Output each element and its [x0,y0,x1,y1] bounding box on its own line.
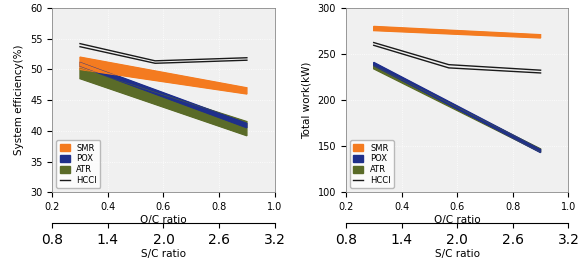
Legend: SMR, POX, ATR, HCCI: SMR, POX, ATR, HCCI [350,140,394,188]
X-axis label: O/C ratio: O/C ratio [140,215,187,225]
Y-axis label: System efficiency(%): System efficiency(%) [14,45,24,155]
Polygon shape [374,26,541,38]
X-axis label: S/C ratio: S/C ratio [434,249,480,259]
Polygon shape [374,62,541,153]
Legend: SMR, POX, ATR, HCCI: SMR, POX, ATR, HCCI [56,140,100,188]
Y-axis label: Total work(kW): Total work(kW) [302,61,312,139]
Polygon shape [80,57,247,94]
X-axis label: O/C ratio: O/C ratio [434,215,480,225]
Polygon shape [80,68,247,136]
Polygon shape [374,66,541,152]
Polygon shape [80,62,247,128]
X-axis label: S/C ratio: S/C ratio [141,249,186,259]
